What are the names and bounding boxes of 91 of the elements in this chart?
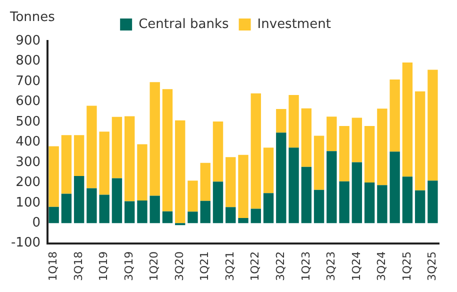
x-tick-label: 3Q25 xyxy=(426,251,439,281)
legend-label: Central banks xyxy=(138,16,230,32)
y-axis-title: Tonnes xyxy=(9,10,56,25)
bar xyxy=(162,89,173,212)
bar xyxy=(175,120,186,224)
bar xyxy=(200,200,210,224)
bar xyxy=(339,181,350,224)
legend-label: Investment xyxy=(257,16,331,32)
y-tick-label: 200 xyxy=(16,175,41,190)
bar xyxy=(86,106,97,188)
bar xyxy=(364,182,375,224)
bar xyxy=(377,185,388,224)
bar xyxy=(61,135,72,194)
bar xyxy=(99,194,110,224)
bar xyxy=(276,108,286,133)
bar xyxy=(390,79,400,152)
x-tick-label: 1Q23 xyxy=(299,251,312,281)
bar xyxy=(250,93,261,209)
x-tick-label: 1Q19 xyxy=(97,251,110,281)
bar xyxy=(226,207,236,224)
bar xyxy=(48,206,59,224)
bar xyxy=(276,132,286,224)
bar xyxy=(339,126,350,182)
bar xyxy=(414,91,426,190)
x-tick-label: 1Q18 xyxy=(46,251,60,281)
y-tick-label: 700 xyxy=(16,74,41,89)
bar xyxy=(150,82,160,196)
bar xyxy=(74,135,84,176)
x-tick-label: 3Q23 xyxy=(324,251,338,281)
bar xyxy=(112,178,122,224)
bar xyxy=(428,70,438,181)
bar xyxy=(364,126,375,182)
bar xyxy=(61,194,72,224)
x-tick-label: 1Q21 xyxy=(198,251,212,281)
bar xyxy=(428,180,438,224)
bar xyxy=(301,108,312,167)
bar xyxy=(402,176,413,224)
x-tick-label: 3Q19 xyxy=(122,251,136,281)
bar xyxy=(352,162,362,224)
x-tick-label: 1Q20 xyxy=(148,251,161,281)
bar xyxy=(390,152,400,224)
bar xyxy=(250,208,261,224)
bar xyxy=(326,151,337,224)
bar xyxy=(124,116,135,202)
bar xyxy=(74,176,84,224)
y-tick-label: -100 xyxy=(10,236,41,251)
bar xyxy=(226,157,236,208)
bar xyxy=(263,193,274,224)
bar xyxy=(212,122,224,182)
y-tick-label: 100 xyxy=(16,195,41,210)
y-tick-label: 400 xyxy=(16,134,41,150)
bar xyxy=(301,166,312,224)
bar xyxy=(414,190,426,224)
x-tick-label: 1Q22 xyxy=(248,251,262,281)
bar xyxy=(352,118,362,162)
bar xyxy=(238,154,248,218)
bar xyxy=(124,201,135,224)
bar xyxy=(377,108,388,186)
bar xyxy=(402,62,413,177)
y-tick-label: 600 xyxy=(16,94,41,110)
bar xyxy=(112,116,122,178)
bar xyxy=(314,190,324,224)
bar xyxy=(188,180,198,212)
y-tick-label: 500 xyxy=(16,114,41,130)
bar xyxy=(314,136,324,190)
x-tick-label: 1Q25 xyxy=(400,251,414,281)
bar xyxy=(326,116,337,152)
y-tick-label: 800 xyxy=(16,54,41,69)
bar xyxy=(137,200,148,224)
bar xyxy=(212,182,224,224)
bar xyxy=(188,212,198,224)
x-tick-label: 3Q24 xyxy=(375,251,388,281)
bar xyxy=(288,95,299,148)
bar xyxy=(137,144,148,200)
bar xyxy=(48,146,59,207)
bar xyxy=(86,188,97,224)
bar xyxy=(238,218,248,224)
x-tick-label: 3Q21 xyxy=(223,251,236,281)
bar xyxy=(162,211,173,224)
x-tick-label: 3Q18 xyxy=(72,251,85,281)
bar xyxy=(263,148,274,194)
x-tick-label: 3Q22 xyxy=(274,251,288,281)
y-tick-label: 300 xyxy=(16,154,41,170)
bar xyxy=(288,148,299,224)
x-tick-label: 3Q20 xyxy=(172,251,186,281)
y-tick-label: 900 xyxy=(16,33,41,48)
x-tick-label: 1Q24 xyxy=(350,251,363,281)
bar xyxy=(200,162,210,201)
y-tick-label: 0 xyxy=(32,215,41,230)
bar xyxy=(99,132,110,195)
bar xyxy=(150,196,160,224)
